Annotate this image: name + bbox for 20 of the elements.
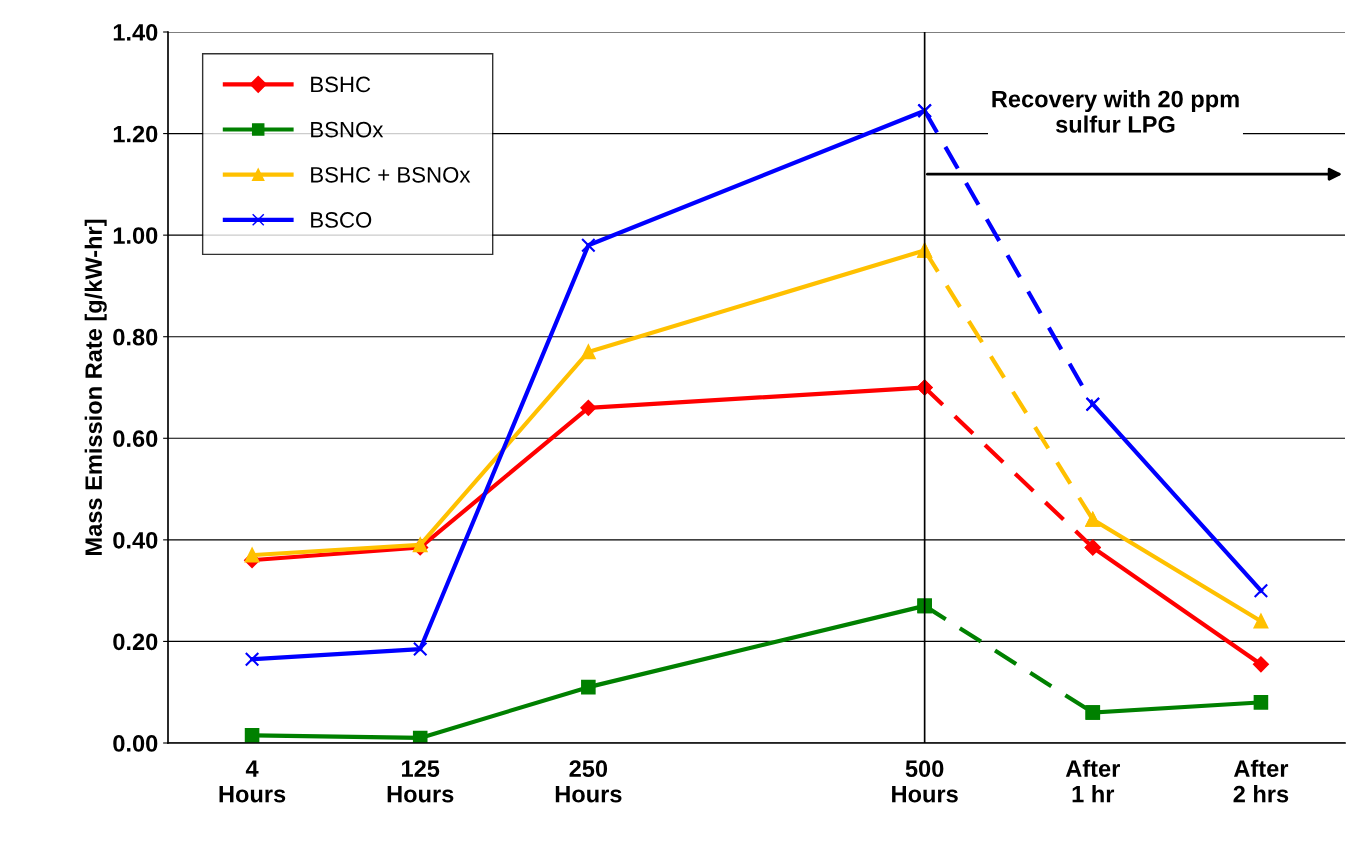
legend-label: BSHC xyxy=(311,76,371,93)
legend-label: BSNOx xyxy=(311,121,384,138)
x-tick-label: 125 Hours xyxy=(387,760,454,803)
y-tick-label: 1.20 xyxy=(113,125,158,143)
legend-label: BSHC + BSNOx xyxy=(311,166,471,183)
y-axis-title: Mass Emission Rate [g/kW-hr] xyxy=(84,219,107,555)
legend-label: BSCO xyxy=(311,212,372,228)
x-tick-label: After 1 hr xyxy=(1065,759,1120,803)
annotation: Recovery with 20 ppm sulfur LPG xyxy=(992,90,1239,133)
y-tick-label: 1.00 xyxy=(113,227,158,244)
x-tick-label: 500 Hours xyxy=(892,760,958,803)
x-tick-label: After 2 hrs xyxy=(1233,759,1289,803)
y-tick-label: 0.80 xyxy=(113,328,158,346)
y-tick-label: 0.40 xyxy=(113,531,158,549)
x-tick-label: 4 Hours xyxy=(219,760,286,803)
y-tick-label: 0.20 xyxy=(113,633,158,651)
y-tick-label: 1.40 xyxy=(113,24,158,41)
x-tick-label: 250 Hours xyxy=(555,760,622,803)
y-tick-label: 0.00 xyxy=(113,735,158,752)
y-tick-label: 0.60 xyxy=(113,430,158,448)
